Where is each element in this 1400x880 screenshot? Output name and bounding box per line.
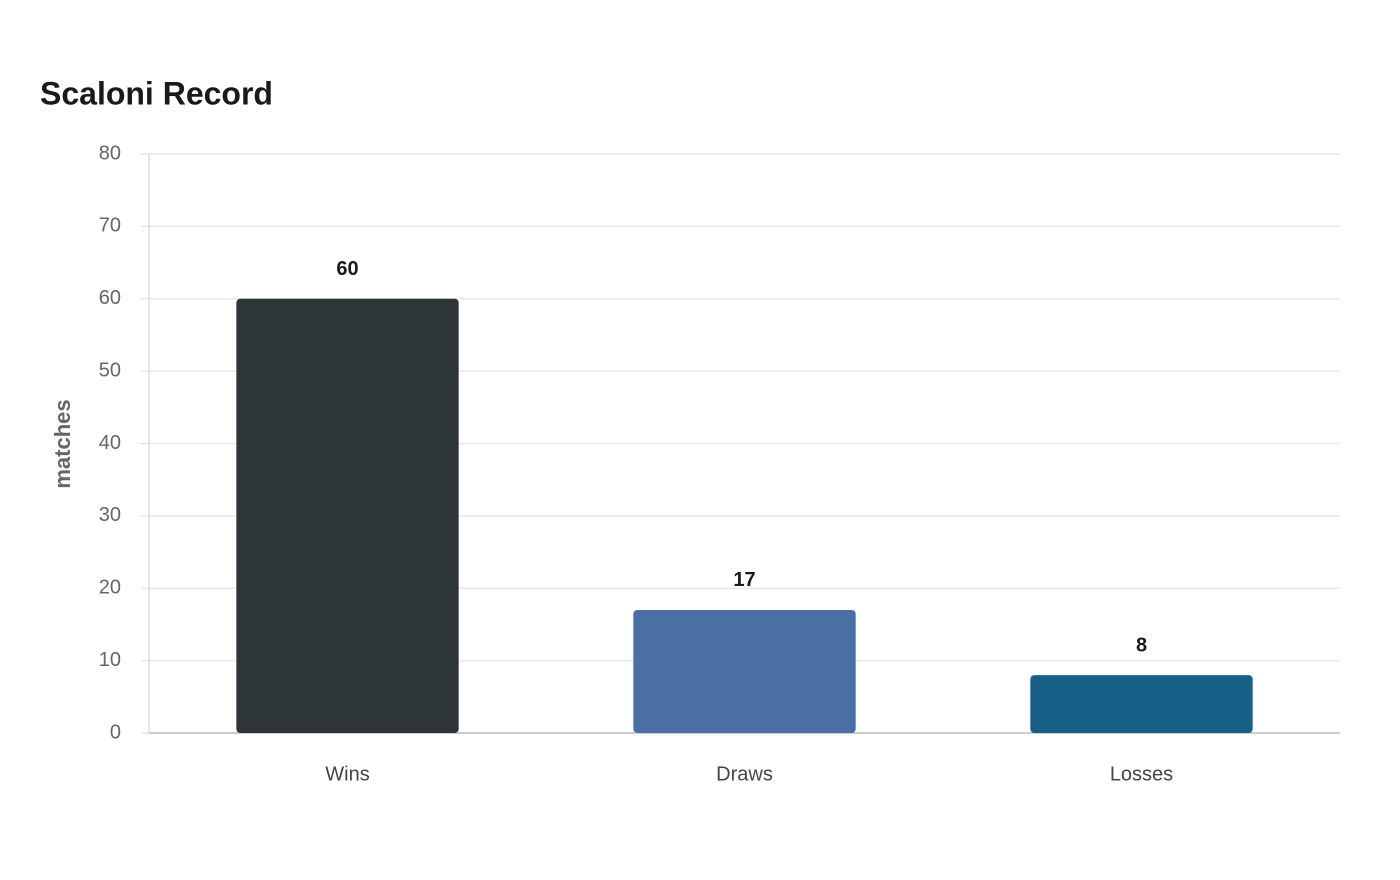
y-tick-label: 70 xyxy=(99,215,121,237)
value-label: 60 xyxy=(336,258,358,280)
x-tick-label: Draws xyxy=(716,763,773,785)
y-tick-label: 0 xyxy=(110,721,121,743)
bar xyxy=(1030,675,1253,733)
value-label: 8 xyxy=(1136,634,1147,656)
y-tick-label: 20 xyxy=(99,577,121,599)
y-axis-label: matches xyxy=(50,399,75,488)
y-tick-label: 10 xyxy=(99,649,121,671)
bar xyxy=(633,609,856,733)
chart-title: Scaloni Record xyxy=(40,75,273,111)
x-tick-label: Wins xyxy=(325,763,369,785)
y-tick-label: 60 xyxy=(99,287,121,309)
y-tick-label: 40 xyxy=(99,432,121,454)
y-tick-label: 30 xyxy=(99,504,121,526)
value-label: 17 xyxy=(733,569,755,591)
x-tick-label: Losses xyxy=(1110,763,1173,785)
y-tick-label: 50 xyxy=(99,359,121,381)
y-tick-label: 80 xyxy=(99,142,121,164)
bar xyxy=(236,298,459,733)
